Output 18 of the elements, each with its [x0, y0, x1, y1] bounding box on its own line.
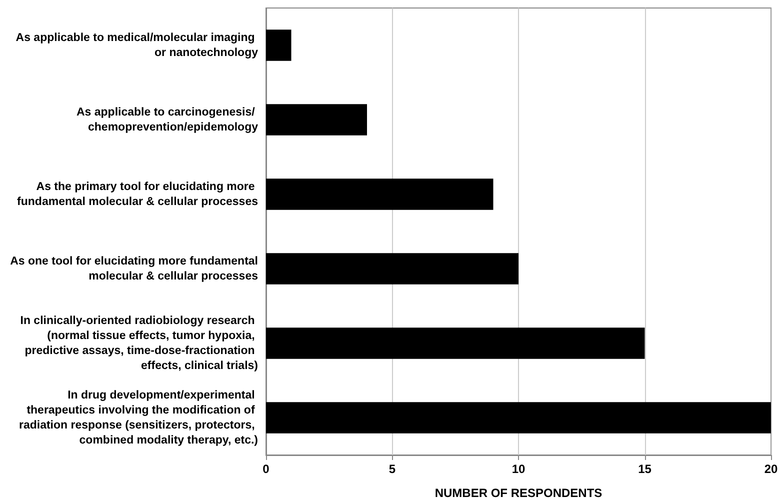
bar — [266, 178, 494, 210]
y-tick-label: As the primary tool for elucidating more fundamental molecular & cellular processes — [17, 180, 258, 208]
y-tick-label: In clinically-oriented radiobiology research (normal tissue effects, tumor hypoxia, predictive assays, time-dose-fractionation effects, clinical trials) — [20, 314, 258, 372]
x-tick-label: 15 — [638, 462, 652, 476]
y-tick-label: As applicable to carcinogenesis/ chemoprevention/epidemology — [76, 106, 259, 134]
bar — [266, 104, 367, 136]
x-tick-label: 10 — [512, 462, 526, 476]
x-tick-label: 20 — [764, 462, 778, 476]
bar — [266, 402, 771, 434]
y-tick-label: As one tool for elucidating more fundamental molecular & cellular processes — [10, 255, 258, 282]
y-tick-label: As applicable to medical/molecular imaging or nanotechnology — [16, 32, 259, 59]
bar — [266, 253, 518, 284]
x-axis-title: NUMBER OF RESPONDENTS — [434, 486, 602, 500]
x-tick-label: 0 — [262, 462, 270, 476]
bar — [266, 328, 645, 359]
y-tick-label: In drug development/experimental therapeutics involving the modification of radiation response (sensitizers, protectors, combined modality therapy, etc.) — [18, 389, 258, 446]
x-tick-label: 5 — [388, 462, 396, 476]
bar — [266, 30, 292, 61]
